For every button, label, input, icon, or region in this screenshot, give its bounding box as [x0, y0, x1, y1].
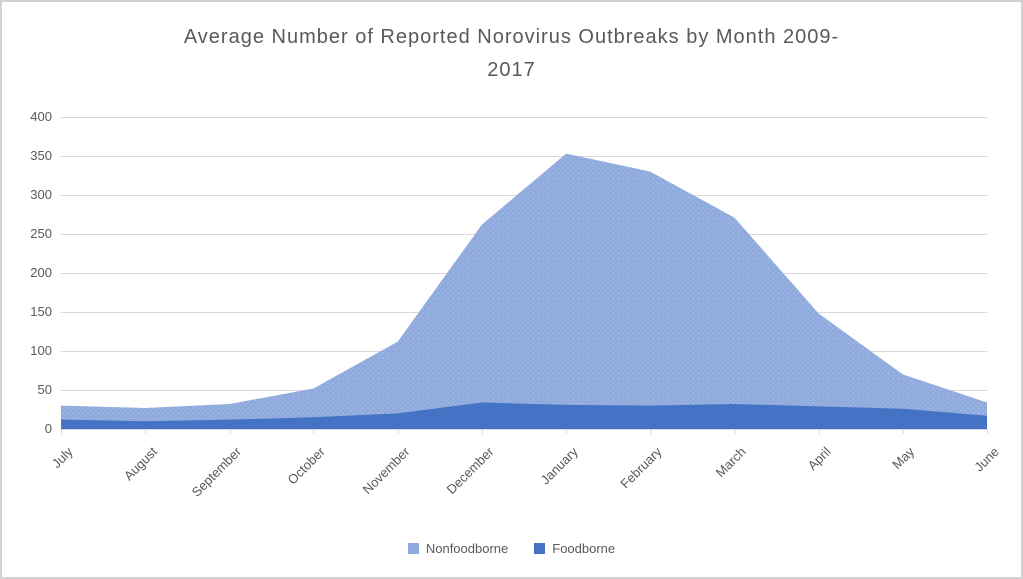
y-axis-label-400: 400 [30, 109, 52, 124]
y-axis-label-50: 50 [37, 382, 52, 397]
legend-item-foodborne: Foodborne [534, 541, 615, 556]
y-axis-label-350: 350 [30, 148, 52, 163]
legend-label-nonfoodborne: Nonfoodborne [425, 541, 509, 556]
foodborne-area [61, 402, 987, 429]
chart-title-line2: 2017 [487, 59, 536, 81]
legend: Nonfoodborne Foodborne [2, 541, 1021, 556]
nonfoodborne-area-texture [61, 153, 987, 429]
y-axis-label-200: 200 [30, 265, 52, 280]
legend-swatch-nonfoodborne [407, 543, 419, 554]
chart-title-line1: Average Number of Reported Norovirus Out… [183, 26, 840, 48]
y-axis-label-150: 150 [30, 304, 52, 319]
legend-label-foodborne: Foodborne [552, 541, 616, 556]
legend-item-nonfoodborne: Nonfoodborne [407, 541, 509, 556]
y-axis-label-300: 300 [30, 187, 52, 202]
chart-title: Average Number of Reported Norovirus Out… [2, 21, 1021, 87]
y-axis-label-100: 100 [30, 343, 52, 358]
y-axis-label-250: 250 [30, 226, 52, 241]
legend-swatch-foodborne [534, 543, 546, 554]
y-axis-label-0: 0 [44, 421, 52, 436]
